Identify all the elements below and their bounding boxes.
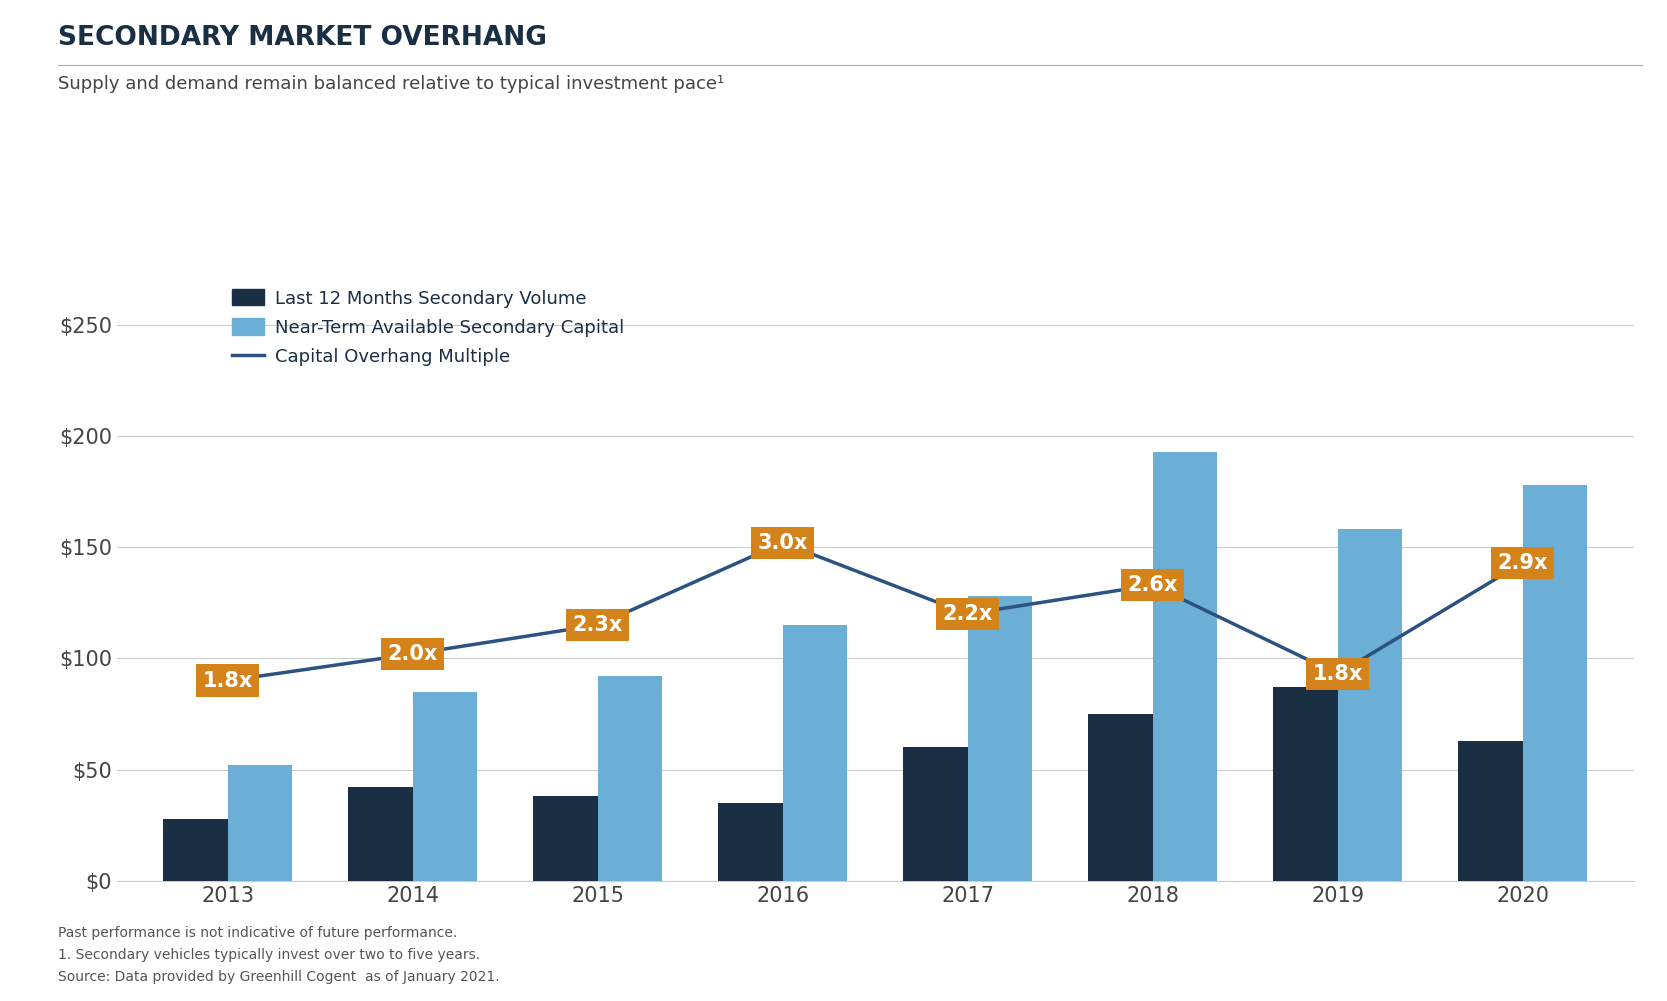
Text: Supply and demand remain balanced relative to typical investment pace¹: Supply and demand remain balanced relati…	[58, 75, 725, 93]
Bar	[413, 692, 477, 881]
Bar	[718, 803, 783, 881]
Text: SECONDARY MARKET OVERHANG: SECONDARY MARKET OVERHANG	[58, 25, 547, 51]
Bar	[533, 797, 598, 881]
Bar	[967, 597, 1032, 881]
Bar	[783, 625, 847, 881]
Bar	[1522, 484, 1587, 881]
Bar	[348, 788, 413, 881]
Bar	[1459, 741, 1522, 881]
Text: Source: Data provided by Greenhill Cogent  as of January 2021.: Source: Data provided by Greenhill Cogen…	[58, 970, 500, 984]
Text: Past performance is not indicative of future performance.: Past performance is not indicative of fu…	[58, 926, 458, 940]
Bar	[228, 765, 292, 881]
Bar	[904, 748, 967, 881]
Text: 1.8x: 1.8x	[202, 671, 253, 691]
Text: 1. Secondary vehicles typically invest over two to five years.: 1. Secondary vehicles typically invest o…	[58, 948, 480, 962]
Text: 2.6x: 2.6x	[1127, 575, 1179, 595]
Bar	[1089, 714, 1152, 881]
Text: 2.3x: 2.3x	[572, 615, 623, 635]
Bar	[1152, 451, 1217, 881]
Bar	[1337, 530, 1402, 881]
Text: 1.8x: 1.8x	[1312, 664, 1364, 684]
Text: 2.0x: 2.0x	[387, 644, 438, 664]
Bar	[163, 819, 228, 881]
Text: 3.0x: 3.0x	[757, 533, 808, 553]
Legend: Last 12 Months Secondary Volume, Near-Term Available Secondary Capital, Capital : Last 12 Months Secondary Volume, Near-Te…	[232, 289, 625, 365]
Text: 2.9x: 2.9x	[1497, 553, 1549, 573]
Bar	[598, 677, 662, 881]
Bar	[1274, 688, 1337, 881]
Text: 2.2x: 2.2x	[942, 604, 994, 624]
